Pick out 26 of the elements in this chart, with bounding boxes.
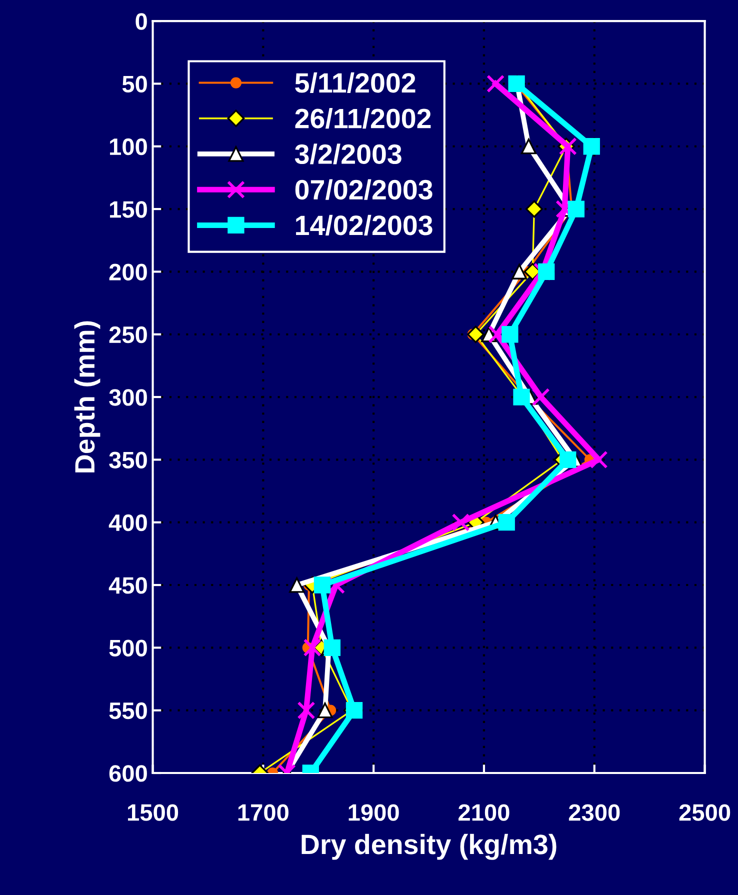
y-tick-label: 550 <box>109 702 147 720</box>
y-tick-label: 350 <box>109 452 147 469</box>
y-tick-label: 0 <box>136 13 147 30</box>
y-tick-label: 400 <box>108 514 147 532</box>
x-tick-label: 1500 <box>128 804 178 821</box>
y-tick-label: 250 <box>109 326 147 344</box>
x-tick-label: 1700 <box>238 804 288 821</box>
y-tick-label: 100 <box>110 138 147 156</box>
legend-label: 07/02/2003 <box>295 179 432 200</box>
y-tick-label: 50 <box>122 76 147 92</box>
y-tick-label: 150 <box>110 201 147 218</box>
x-tick-label: 2300 <box>568 804 620 821</box>
y-tick-label: 450 <box>108 577 147 594</box>
x-axis-title: Dry density (kg/m3) <box>302 834 556 860</box>
y-axis-title: Depth (mm) <box>74 321 100 472</box>
legend-label: 3/2/2003 <box>294 144 402 164</box>
x-tick-label: 2500 <box>679 804 730 821</box>
y-tick-label: 600 <box>109 765 147 782</box>
y-tick-label: 300 <box>109 389 147 406</box>
x-tick-label: 2100 <box>458 804 510 821</box>
y-tick-label: 200 <box>109 264 147 280</box>
x-tick-label: 1900 <box>348 804 399 821</box>
y-tick-label: 500 <box>109 640 147 656</box>
legend-label: 5/11/2002 <box>295 72 416 94</box>
legend-label: 14/02/2003 <box>296 214 432 236</box>
legend-label: 26/11/2002 <box>295 108 431 129</box>
